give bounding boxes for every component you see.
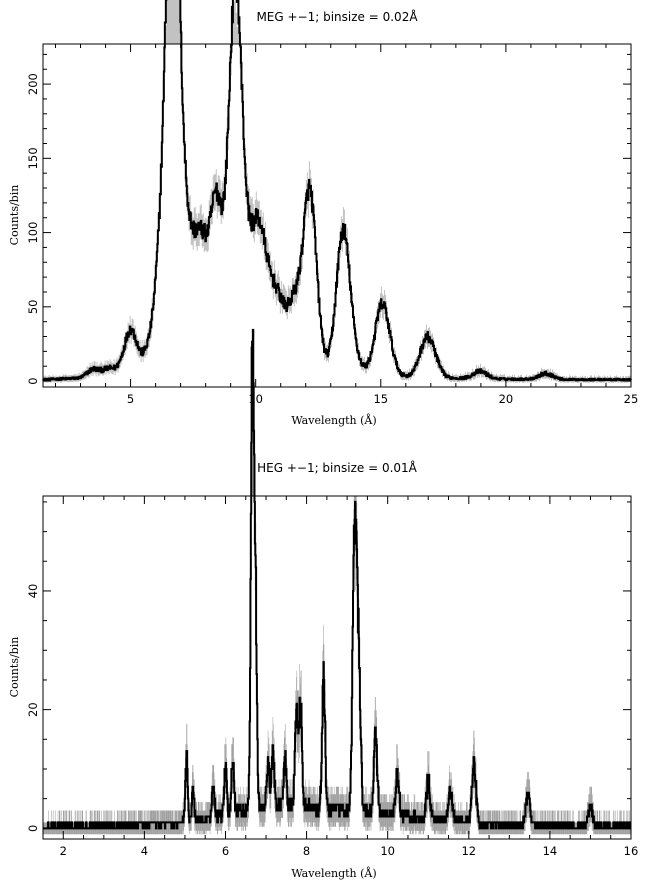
- meg-y-tick-label: 200: [26, 73, 40, 95]
- heg-x-axis-label: Wavelength (Å): [291, 866, 376, 880]
- heg-y-axis-label: Counts/bin: [8, 637, 21, 698]
- heg-y-tick-label: 40: [26, 584, 40, 599]
- meg-x-tick-label: 15: [373, 392, 388, 406]
- meg-spectrum-line: [42, 0, 632, 382]
- heg-plot-frame: [42, 495, 632, 840]
- heg-y-tick-label: 20: [26, 702, 40, 717]
- heg-panel: HEG +−1; binsize = 0.01Å 2 4 6 8 10 12 14 16 0 20…: [8, 328, 639, 880]
- heg-x-tick-label: 16: [624, 844, 639, 858]
- heg-x-tick-label: 6: [222, 844, 229, 858]
- meg-plot-frame: [42, 43, 632, 388]
- meg-y-tick-label: 100: [26, 222, 40, 244]
- meg-x-tick-label: 10: [248, 392, 263, 406]
- heg-y-tick-label: 0: [26, 825, 40, 832]
- heg-x-tick-label: 14: [543, 844, 558, 858]
- heg-x-tick-label: 12: [461, 844, 476, 858]
- heg-x-tick-label: 8: [303, 844, 310, 858]
- heg-x-tick-label: 2: [60, 844, 67, 858]
- heg-title: HEG +−1; binsize = 0.01Å: [257, 460, 418, 475]
- meg-x-tick-label: 20: [499, 392, 514, 406]
- meg-title: MEG +−1; binsize = 0.02Å: [256, 9, 418, 24]
- heg-x-tick-label: 10: [380, 844, 395, 858]
- meg-x-tick-label: 5: [127, 392, 134, 406]
- heg-x-tick-label: 4: [141, 844, 148, 858]
- meg-y-tick-label: 0: [26, 377, 40, 384]
- meg-y-tick-label: 150: [26, 147, 40, 169]
- meg-y-tick-label: 50: [26, 299, 40, 314]
- meg-x-axis-label: Wavelength (Å): [291, 413, 376, 427]
- meg-x-tick-label: 25: [624, 392, 639, 406]
- meg-y-axis-label: Counts/bin: [8, 185, 21, 246]
- heg-spectrum-line: [42, 328, 632, 830]
- meg-panel: MEG +−1; binsize = 0.02Å 5 10 15 20 25 0 50 100…: [8, 0, 638, 427]
